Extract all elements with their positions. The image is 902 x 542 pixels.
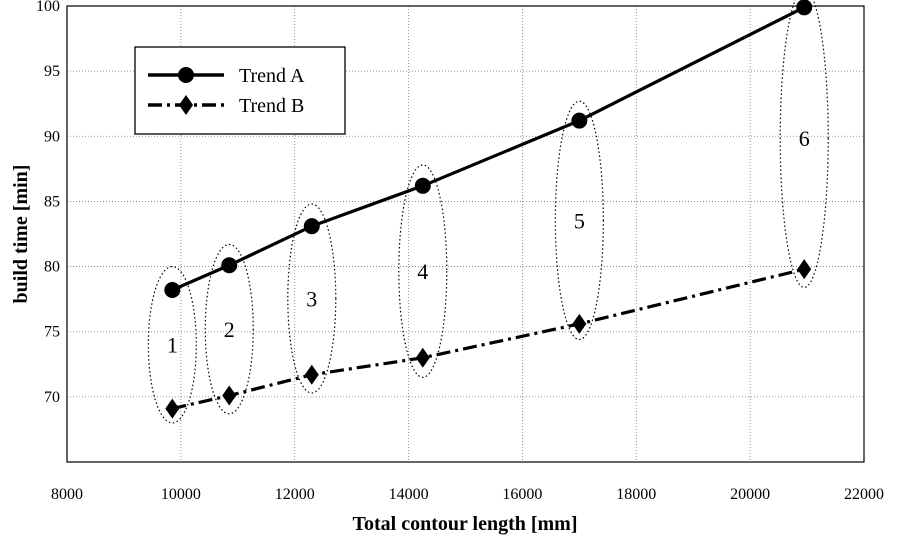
data-point-circle	[303, 218, 320, 235]
data-point-diamond	[572, 313, 587, 334]
data-point-circle	[414, 177, 431, 194]
y-tick-label: 90	[44, 128, 60, 145]
x-tick-label: 22000	[844, 486, 884, 503]
legend-marker-trend-a	[178, 67, 194, 83]
group-ellipse-5	[554, 100, 604, 341]
x-tick-label: 18000	[616, 486, 656, 503]
x-tick-label: 8000	[51, 486, 83, 503]
y-tick-label: 85	[44, 193, 60, 210]
series	[164, 0, 813, 419]
x-tick-label: 12000	[275, 486, 315, 503]
group-ellipse-4	[398, 164, 448, 378]
y-tick-label: 70	[44, 389, 60, 406]
x-tick-label: 10000	[161, 486, 201, 503]
y-tick-label: 75	[44, 324, 60, 341]
group-ellipse-3	[287, 203, 337, 394]
x-tick-label: 20000	[730, 486, 770, 503]
group-ellipse-2	[204, 243, 254, 415]
x-tick-label: 16000	[502, 486, 542, 503]
data-point-diamond	[797, 259, 812, 280]
legend-label-trend-a: Trend A	[239, 65, 305, 87]
x-axis-title: Total contour length [mm]	[353, 513, 578, 535]
legend-marker-trend-b	[179, 95, 193, 115]
group-label-1: 1	[167, 333, 178, 358]
tick-labels: 8000 10000 12000 14000 16000 18000 20000 22000 7…	[36, 0, 884, 503]
group-label-4: 4	[417, 259, 428, 284]
series-line-trend-b	[171, 267, 805, 411]
group-ellipse-6	[779, 0, 829, 288]
data-point-circle	[796, 0, 813, 16]
legend-box	[134, 46, 346, 135]
data-point-circle	[221, 257, 238, 274]
data-point-circle	[571, 112, 588, 129]
data-point-diamond	[222, 385, 237, 406]
legend-label-trend-b: Trend B	[239, 95, 304, 117]
data-point-diamond	[415, 347, 430, 368]
legend: Trend A Trend B	[134, 46, 346, 135]
x-tick-label: 14000	[389, 486, 429, 503]
group-ellipse-1	[147, 265, 197, 424]
group-ellipses: 1 2 3 4 5 6	[147, 0, 829, 424]
data-point-diamond	[304, 364, 319, 385]
y-tick-label: 80	[44, 259, 60, 276]
group-label-2: 2	[224, 317, 235, 342]
series-line-trend-a	[171, 5, 805, 292]
group-label-6: 6	[799, 126, 810, 151]
y-tick-label: 100	[36, 0, 60, 15]
plot-frame	[66, 5, 865, 463]
data-point-diamond	[165, 398, 180, 419]
data-point-circle	[164, 282, 181, 299]
group-label-3: 3	[306, 286, 317, 311]
y-axis-title: build time [min]	[10, 165, 32, 304]
group-label-5: 5	[574, 208, 585, 233]
y-tick-label: 95	[44, 63, 60, 80]
